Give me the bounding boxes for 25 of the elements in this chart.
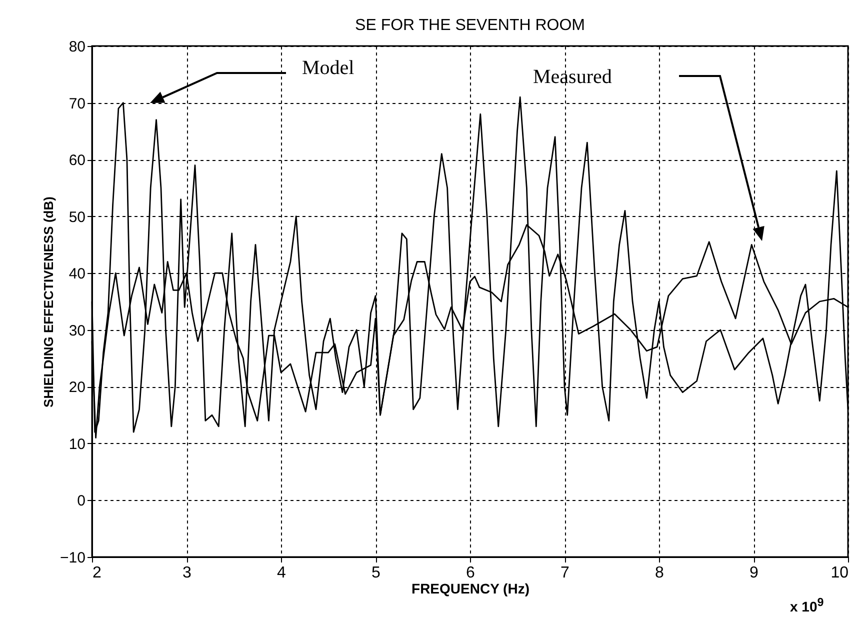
x-tick-label: 7 — [560, 564, 570, 582]
x-tick-label: 10 — [830, 564, 849, 582]
y-tick-label: 60 — [68, 152, 86, 170]
y-tick-label: 40 — [68, 266, 86, 283]
x-tick-label: 2 — [92, 564, 102, 582]
y-tick-label: 0 — [77, 492, 86, 510]
y-tick-label: −10 — [60, 550, 86, 566]
y-tick-label: 80 — [68, 38, 86, 56]
y-tick-label: 20 — [68, 379, 86, 396]
x-tick-label: 9 — [750, 564, 759, 582]
x-tick-label: 3 — [182, 564, 192, 582]
text: x 10$^{9}$ — [790, 596, 824, 615]
annotation: Measured — [533, 66, 612, 89]
x-tick-label: 6 — [466, 564, 476, 582]
x-axis-title: FREQUENCY (Hz) — [412, 580, 530, 596]
x-tick-label: 5 — [372, 564, 381, 582]
x-tick-label: 4 — [277, 564, 286, 582]
y-tick-label: 30 — [68, 322, 86, 340]
chart-title: SE FOR THE SEVENTH ROOM — [355, 17, 585, 34]
y-tick-label: 70 — [68, 95, 86, 112]
annotation: Model — [302, 57, 354, 80]
y-tick-label: 10 — [68, 436, 86, 453]
y-tick-label: 50 — [68, 208, 86, 226]
x-tick-label: 8 — [655, 564, 664, 582]
y-axis-title: SHIELDING EFFECTIVENESS (dB) — [41, 196, 56, 408]
